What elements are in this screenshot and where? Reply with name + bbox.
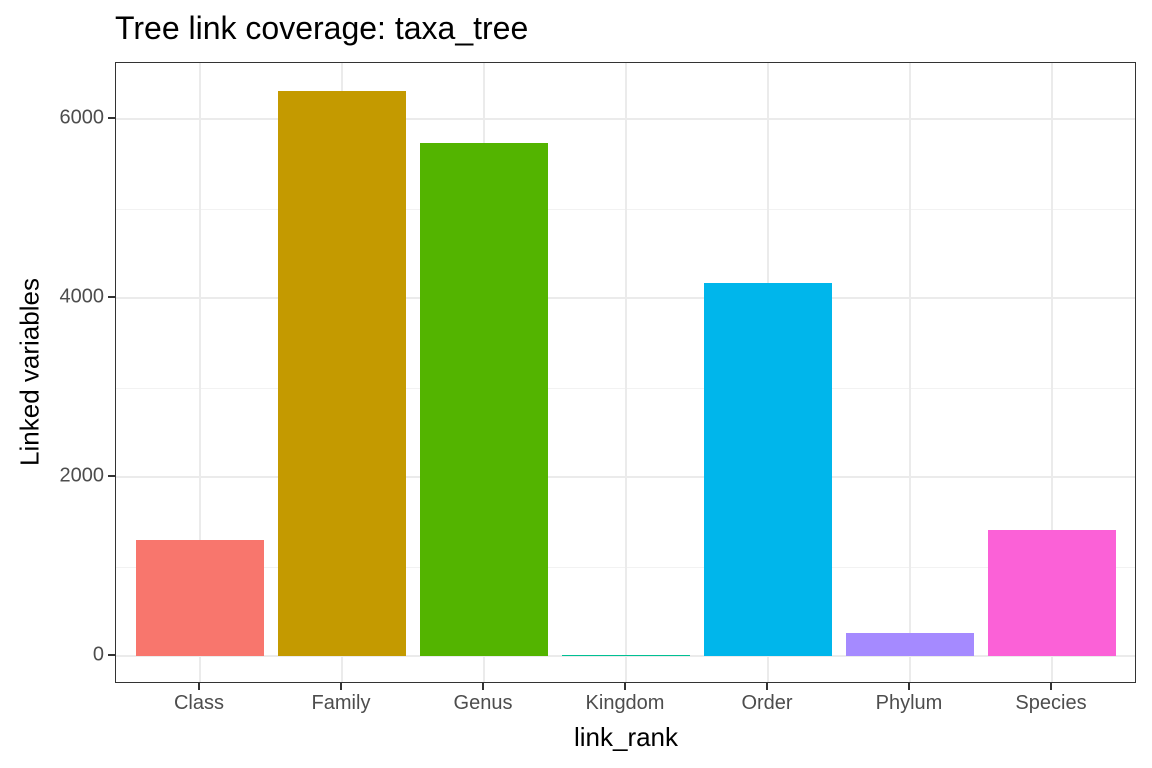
x-tick-label: Kingdom: [585, 692, 665, 714]
chart-title: Tree link coverage: taxa_tree: [115, 10, 529, 46]
x-tick-label: Class: [173, 692, 225, 714]
bar-class: [136, 540, 264, 656]
bar-phylum: [846, 632, 974, 656]
y-tick-mark: [108, 475, 115, 477]
bar-order: [704, 282, 832, 656]
bar-species: [988, 529, 1116, 656]
y-tick-label: 0: [92, 643, 104, 666]
x-tick-mark: [1050, 683, 1052, 690]
y-tick-mark: [108, 654, 115, 656]
y-tick-mark: [108, 117, 115, 119]
gridline-major-x: [909, 63, 911, 682]
x-tick-mark: [624, 683, 626, 690]
x-tick-label: Phylum: [875, 692, 943, 714]
y-axis-label: Linked variables: [14, 278, 45, 466]
gridline-major-x: [199, 63, 201, 682]
gridline-major-x: [1051, 63, 1053, 682]
plot-panel: [115, 62, 1136, 683]
x-tick-mark: [482, 683, 484, 690]
x-tick-label: Family: [311, 692, 371, 714]
x-tick-mark: [766, 683, 768, 690]
x-tick-mark: [198, 683, 200, 690]
y-tick-label: 4000: [59, 285, 105, 308]
bar-genus: [420, 142, 548, 656]
bar-kingdom: [562, 654, 690, 656]
x-tick-label: Genus: [453, 692, 513, 714]
x-tick-mark: [340, 683, 342, 690]
bar-family: [278, 90, 406, 656]
y-tick-mark: [108, 296, 115, 298]
x-tick-label: Order: [741, 692, 793, 714]
y-tick-label: 2000: [59, 464, 105, 487]
y-tick-label: 6000: [59, 106, 105, 129]
x-tick-mark: [908, 683, 910, 690]
gridline-major-x: [625, 63, 627, 682]
x-tick-label: Species: [1015, 692, 1087, 714]
x-axis-label: link_rank: [573, 722, 679, 752]
